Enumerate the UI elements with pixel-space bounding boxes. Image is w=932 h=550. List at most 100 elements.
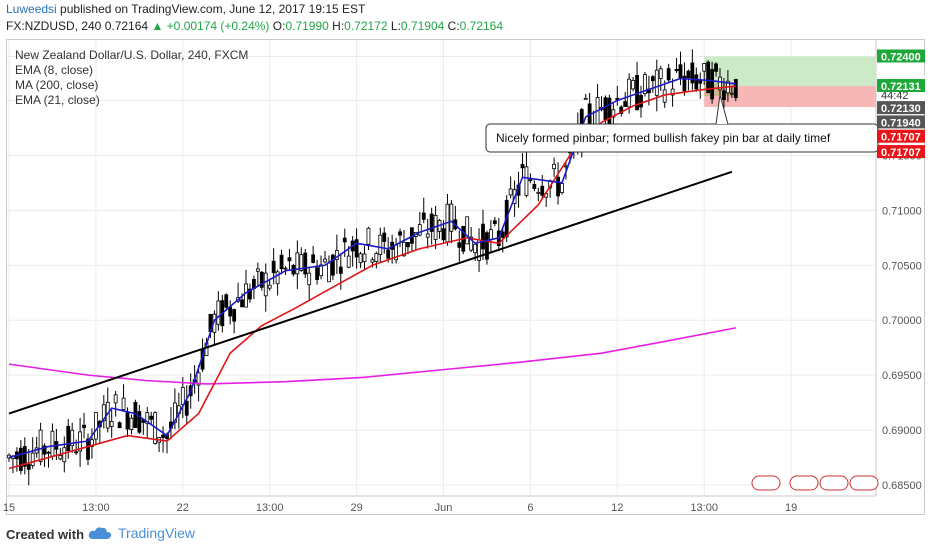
candle-body — [327, 262, 331, 283]
price-chart[interactable]: Nicely formed pinbar; formed bullish fak… — [0, 0, 932, 518]
price-tag-label: 0.72400 — [881, 51, 921, 63]
candle-body — [425, 233, 430, 238]
candle-body — [240, 299, 244, 308]
candle-body — [690, 62, 695, 84]
x-tick-label: 13:00 — [82, 502, 110, 514]
candle-body — [137, 411, 142, 433]
x-tick-label: 19 — [785, 502, 797, 514]
candle-body — [330, 254, 335, 276]
ema21-line — [8, 85, 736, 470]
candle-body — [279, 254, 284, 270]
candle-body — [366, 227, 371, 245]
candle-body — [46, 451, 51, 454]
chart-frame[interactable] — [6, 39, 925, 515]
candle-body — [117, 422, 122, 429]
candle-body — [248, 288, 252, 300]
candle-body — [311, 254, 316, 263]
price-tag-bg — [877, 101, 925, 115]
candle-body — [666, 68, 671, 81]
candle-body — [86, 438, 90, 460]
publisher-name[interactable]: Luweedsi — [6, 2, 57, 16]
symbol-line: FX:NZDUSD, 240 0.72164 ▲ +0.00174 (+0.24… — [6, 19, 503, 33]
candle-body — [623, 101, 628, 107]
candle-body — [540, 185, 545, 196]
candle-body — [552, 163, 556, 170]
y-tick-label: 0.69000 — [882, 425, 922, 437]
trendline — [8, 170, 733, 415]
candle-body — [492, 220, 497, 224]
candle-body — [500, 231, 505, 238]
candle-body — [338, 266, 343, 274]
candle-body — [295, 252, 300, 275]
candle-body — [536, 191, 541, 194]
event-badge — [789, 475, 819, 491]
low-value: 0.71904 — [400, 19, 445, 33]
legend-ma200[interactable]: MA (200, close) — [15, 78, 99, 92]
high-label: H: — [332, 19, 345, 33]
candle-body — [650, 76, 655, 82]
x-tick-label: 13:00 — [690, 502, 718, 514]
candle-body — [224, 294, 229, 308]
candle-body — [101, 404, 106, 422]
candle-body — [643, 74, 647, 94]
candle-body — [58, 455, 63, 460]
candle-body — [619, 106, 624, 114]
legend-ema21[interactable]: EMA (21, close) — [15, 93, 100, 107]
chart-legend: New Zealand Dollar/U.S. Dollar, 240, FXC… — [15, 48, 248, 108]
candle-body — [319, 264, 323, 277]
candle-body — [161, 434, 165, 438]
candle-body — [670, 88, 675, 96]
candle-body — [524, 166, 529, 196]
legend-ema8[interactable]: EMA (8, close) — [15, 63, 94, 77]
candle-body — [342, 237, 347, 243]
candle-body — [386, 249, 391, 259]
candle-body — [42, 445, 47, 455]
tradingview-brand[interactable]: TradingView — [88, 525, 195, 541]
candle-body — [532, 183, 537, 189]
candle-body — [481, 223, 485, 250]
y-tick-label: 0.71000 — [882, 205, 922, 217]
price-tag-label: 0.71707 — [881, 132, 921, 144]
candle-body — [259, 271, 264, 288]
candle-body — [718, 76, 722, 91]
candle-body — [374, 252, 379, 263]
candle-body — [299, 254, 304, 271]
publish-line: Luweedsi published on TradingView.com, J… — [6, 2, 365, 16]
candle-body — [406, 242, 410, 248]
candle-body — [698, 79, 703, 84]
candle-body — [26, 464, 31, 470]
candle-body — [508, 188, 513, 196]
candle-body — [654, 69, 659, 96]
candle-body — [216, 300, 221, 325]
candle-body — [382, 232, 387, 242]
candle-body — [275, 271, 280, 285]
annotation-text: Nicely formed pinbar; formed bullish fak… — [496, 131, 831, 145]
candle-body — [121, 397, 126, 410]
close-value: 0.72164 — [459, 19, 504, 33]
y-tick-label: 0.70500 — [882, 260, 922, 272]
candle-body — [639, 94, 643, 108]
candle-body — [90, 439, 94, 447]
candle-body — [583, 97, 588, 100]
candle-body — [370, 259, 375, 263]
candle-body — [267, 284, 272, 289]
symbol-label: FX:NZDUSD, 240 — [6, 19, 102, 33]
candle-body — [125, 411, 130, 430]
close-label: C: — [447, 19, 460, 33]
target-zone — [704, 56, 876, 87]
price-tag-label: 44:42 — [881, 90, 909, 102]
price-tag-bg — [877, 49, 925, 63]
candle-body — [429, 213, 434, 232]
brand-label: TradingView — [118, 525, 196, 541]
y-tick-label: 0.68500 — [882, 480, 922, 492]
candle-body — [303, 252, 308, 275]
candle-body — [674, 68, 679, 72]
candle-body — [94, 412, 98, 440]
candle-body — [607, 97, 612, 125]
price-tag-bg — [877, 79, 925, 93]
candle-body — [417, 224, 422, 236]
candle-body — [149, 415, 154, 420]
candle-body — [180, 387, 185, 405]
candle-body — [263, 272, 268, 297]
candle-body — [50, 430, 55, 457]
